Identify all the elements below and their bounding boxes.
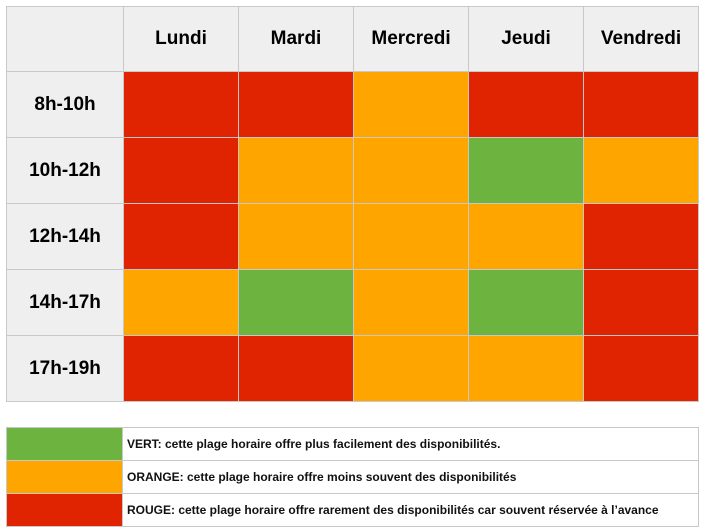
availability-cell xyxy=(123,137,239,204)
time-slot-row: 8h-10h xyxy=(6,71,699,138)
day-header-mercredi: Mercredi xyxy=(353,6,469,72)
legend-color-swatch xyxy=(6,427,123,461)
availability-cell xyxy=(353,203,469,270)
availability-cell xyxy=(583,137,699,204)
availability-cell xyxy=(238,137,354,204)
availability-cell xyxy=(353,269,469,336)
time-slot-row: 12h-14h xyxy=(6,203,699,270)
time-slot-label: 17h-19h xyxy=(6,335,124,402)
availability-schedule-table: Lundi Mardi Mercredi Jeudi Vendredi 8h-1… xyxy=(6,6,699,402)
schedule-header-row: Lundi Mardi Mercredi Jeudi Vendredi xyxy=(6,6,699,72)
availability-cell xyxy=(238,335,354,402)
time-slot-label: 8h-10h xyxy=(6,71,124,138)
day-header-mardi: Mardi xyxy=(238,6,354,72)
schedule-corner-cell xyxy=(6,6,124,72)
day-header-jeudi: Jeudi xyxy=(468,6,584,72)
availability-cell xyxy=(468,137,584,204)
availability-cell xyxy=(468,203,584,270)
time-slot-label: 12h-14h xyxy=(6,203,124,270)
time-slot-label: 14h-17h xyxy=(6,269,124,336)
availability-cell xyxy=(238,269,354,336)
day-header-vendredi: Vendredi xyxy=(583,6,699,72)
legend-text: VERT: cette plage horaire offre plus fac… xyxy=(122,427,699,461)
time-slot-row: 10h-12h xyxy=(6,137,699,204)
time-slot-row: 14h-17h xyxy=(6,269,699,336)
availability-cell xyxy=(583,71,699,138)
availability-cell xyxy=(583,335,699,402)
legend-row: ROUGE: cette plage horaire offre raremen… xyxy=(6,493,699,527)
availability-cell xyxy=(468,269,584,336)
day-header-lundi: Lundi xyxy=(123,6,239,72)
availability-cell xyxy=(468,71,584,138)
color-legend: VERT: cette plage horaire offre plus fac… xyxy=(6,427,699,527)
legend-text: ORANGE: cette plage horaire offre moins … xyxy=(122,460,699,494)
availability-cell xyxy=(583,269,699,336)
availability-cell xyxy=(353,71,469,138)
legend-color-swatch xyxy=(6,493,123,527)
availability-cell xyxy=(123,335,239,402)
time-slot-row: 17h-19h xyxy=(6,335,699,402)
availability-cell xyxy=(468,335,584,402)
time-slot-label: 10h-12h xyxy=(6,137,124,204)
legend-row: ORANGE: cette plage horaire offre moins … xyxy=(6,460,699,494)
availability-cell xyxy=(238,203,354,270)
availability-cell xyxy=(583,203,699,270)
legend-row: VERT: cette plage horaire offre plus fac… xyxy=(6,427,699,461)
legend-color-swatch xyxy=(6,460,123,494)
legend-text: ROUGE: cette plage horaire offre raremen… xyxy=(122,493,699,527)
availability-cell xyxy=(353,335,469,402)
availability-cell xyxy=(123,203,239,270)
availability-cell xyxy=(123,71,239,138)
availability-cell xyxy=(123,269,239,336)
availability-cell xyxy=(238,71,354,138)
availability-cell xyxy=(353,137,469,204)
